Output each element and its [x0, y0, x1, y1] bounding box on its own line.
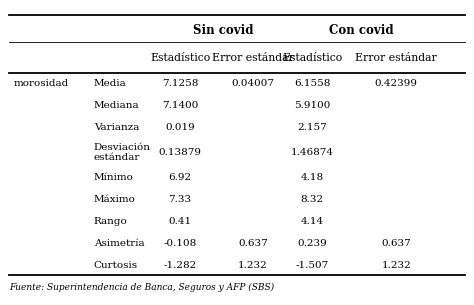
Text: 7.1400: 7.1400 — [162, 101, 198, 110]
Text: 0.637: 0.637 — [238, 239, 268, 248]
Text: Error estándar: Error estándar — [356, 53, 437, 63]
Text: Asimetría: Asimetría — [94, 239, 144, 248]
Text: 0.239: 0.239 — [297, 239, 327, 248]
Text: 0.13879: 0.13879 — [159, 148, 201, 157]
Text: 4.18: 4.18 — [301, 173, 324, 182]
Text: morosidad: morosidad — [14, 79, 69, 88]
Text: 0.04007: 0.04007 — [231, 79, 274, 88]
Text: Rango: Rango — [94, 217, 128, 226]
Text: Máximo: Máximo — [94, 195, 136, 204]
Text: 0.42399: 0.42399 — [375, 79, 418, 88]
Text: 0.019: 0.019 — [165, 123, 195, 132]
Text: 6.92: 6.92 — [169, 173, 191, 182]
Text: 6.1558: 6.1558 — [294, 79, 330, 88]
Text: 8.32: 8.32 — [301, 195, 324, 204]
Text: 5.9100: 5.9100 — [294, 101, 330, 110]
Text: Mediana: Mediana — [94, 101, 139, 110]
Text: 4.14: 4.14 — [301, 217, 324, 226]
Text: 0.637: 0.637 — [382, 239, 411, 248]
Text: Estadístico: Estadístico — [282, 53, 342, 63]
Text: Curtosis: Curtosis — [94, 260, 138, 270]
Text: -1.507: -1.507 — [295, 260, 328, 270]
Text: -0.108: -0.108 — [164, 239, 197, 248]
Text: Error estándar: Error estándar — [212, 53, 294, 63]
Text: 7.33: 7.33 — [169, 195, 191, 204]
Text: Desviación
estándar: Desviación estándar — [94, 143, 151, 162]
Text: Con covid: Con covid — [328, 24, 393, 38]
Text: Fuente: Superintendencia de Banca, Seguros y AFP (SBS): Fuente: Superintendencia de Banca, Segur… — [9, 283, 274, 292]
Text: 7.1258: 7.1258 — [162, 79, 198, 88]
Text: 2.157: 2.157 — [297, 123, 327, 132]
Text: 1.232: 1.232 — [238, 260, 268, 270]
Text: Varianza: Varianza — [94, 123, 139, 132]
Text: Media: Media — [94, 79, 127, 88]
Text: 0.41: 0.41 — [169, 217, 191, 226]
Text: -1.282: -1.282 — [164, 260, 197, 270]
Text: Estadístico: Estadístico — [150, 53, 210, 63]
Text: Sin covid: Sin covid — [193, 24, 254, 38]
Text: 1.46874: 1.46874 — [291, 148, 334, 157]
Text: Mínimo: Mínimo — [94, 173, 134, 182]
Text: 1.232: 1.232 — [382, 260, 411, 270]
